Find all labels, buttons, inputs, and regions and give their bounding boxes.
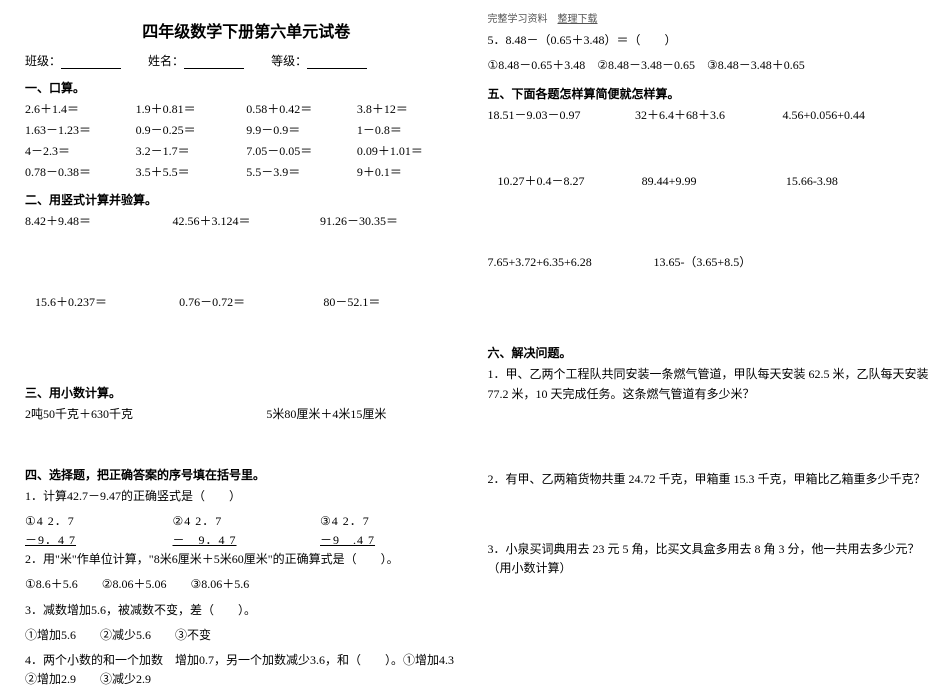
vertical-calc-row: 15.6＋0.237＝ 0.76－0.72＝ 80－52.1＝ <box>25 293 468 311</box>
math-cell: 1.9＋0.81＝ <box>136 100 247 118</box>
math-cell: 3.8＋12＝ <box>357 100 468 118</box>
math-cell: 15.6＋0.237＝ <box>35 293 179 311</box>
top-bar: 完整学习资料 整理下载 <box>488 10 931 25</box>
section-3-heading: 三、用小数计算。 <box>25 384 468 401</box>
math-cell: 18.51－9.03－0.97 <box>488 106 636 124</box>
vertical-options-row: －9．4 7 － 9．4 7 －9 .4 7 <box>25 531 468 548</box>
option-cell: ②4 2．7 <box>173 512 321 529</box>
word-problem-2: 2．有甲、乙两箱货物共重 24.72 千克，甲箱重 15.3 千克，甲箱比乙箱重… <box>488 470 931 489</box>
work-space <box>25 314 468 374</box>
math-cell: 5.5－3.9＝ <box>246 163 357 181</box>
math-cell: 42.56＋3.124＝ <box>173 212 321 230</box>
math-cell: 0.09＋1.01＝ <box>357 142 468 160</box>
option-cell: －9．4 7 <box>25 531 173 548</box>
math-cell: 1－0.8＝ <box>357 121 468 139</box>
math-cell: 80－52.1＝ <box>323 293 467 311</box>
question-3-options: ①增加5.6 ②减少5.6 ③不变 <box>25 626 468 645</box>
name-label: 姓名： <box>148 54 184 68</box>
work-space <box>488 127 931 172</box>
section-2-heading: 二、用竖式计算并验算。 <box>25 191 468 208</box>
math-cell: 89.44+9.99 <box>642 172 786 190</box>
question-5-line1: 5．8.48－（0.65＋3.48）＝（ ） <box>488 31 931 50</box>
math-cell: 32＋6.4＋68＋3.6 <box>635 106 783 124</box>
mental-math-row: 1.63－1.23＝ 0.9－0.25＝ 9.9－0.9＝ 1－0.8＝ <box>25 121 468 139</box>
word-problem-1: 1．甲、乙两个工程队共同安装一条燃气管道，甲队每天安装 62.5 米，乙队每天安… <box>488 365 931 403</box>
mental-math-row: 4－2.3＝ 3.2－1.7＝ 7.05－0.05＝ 0.09＋1.01＝ <box>25 142 468 160</box>
section-6-heading: 六、解决问题。 <box>488 344 931 361</box>
math-cell: 1.63－1.23＝ <box>25 121 136 139</box>
option-cell: ①4 2．7 <box>25 512 173 529</box>
class-blank <box>61 55 121 69</box>
student-info-line: 班级： 姓名： 等级： <box>25 52 468 69</box>
exam-title: 四年级数学下册第六单元试卷 <box>25 18 468 42</box>
math-cell: 8.42＋9.48＝ <box>25 212 173 230</box>
name-blank <box>184 55 244 69</box>
work-space <box>488 410 931 470</box>
option-cell: －9 .4 7 <box>320 531 468 548</box>
math-cell: 10.27＋0.4－8.27 <box>498 172 642 190</box>
math-cell: 4.56+0.056+0.44 <box>783 106 931 124</box>
left-column: 四年级数学下册第六单元试卷 班级： 姓名： 等级： 一、口算。 2.6＋1.4＝… <box>0 0 483 668</box>
work-space <box>488 495 931 540</box>
question-2: 2．用"米"作单位计算，"8米6厘米＋5米60厘米"的正确算式是（ ）。 <box>25 550 468 569</box>
decimal-calc-row: 2吨50千克＋630千克 5米80厘米＋4米15厘米 <box>25 405 468 423</box>
section-4-heading: 四、选择题，把正确答案的序号填在括号里。 <box>25 466 468 483</box>
math-cell: 3.2－1.7＝ <box>136 142 247 160</box>
section-5-heading: 五、下面各题怎样算简便就怎样算。 <box>488 85 931 102</box>
math-cell: 0.9－0.25＝ <box>136 121 247 139</box>
simplify-row: 7.65+3.72+6.35+6.28 13.65-（3.65+8.5） <box>488 253 931 271</box>
math-cell: 2吨50千克＋630千克 <box>25 405 266 423</box>
math-cell: 7.65+3.72+6.35+6.28 <box>488 253 654 271</box>
math-cell: 91.26－30.35＝ <box>320 212 468 230</box>
math-cell: 5米80厘米＋4米15厘米 <box>266 405 467 423</box>
math-cell: 13.65-（3.65+8.5） <box>653 253 791 271</box>
question-4: 4．两个小数的和一个加数 增加0.7，另一个加数减少3.6，和（ ）。①增加4.… <box>25 651 468 689</box>
section-1-heading: 一、口算。 <box>25 79 468 96</box>
math-cell: 4－2.3＝ <box>25 142 136 160</box>
math-cell: 7.05－0.05＝ <box>246 142 357 160</box>
work-space <box>488 274 931 334</box>
work-space <box>488 193 931 253</box>
topbar-text: 完整学习资料 <box>488 14 548 25</box>
grade-label: 等级： <box>271 54 307 68</box>
work-space <box>25 233 468 293</box>
right-column: 完整学习资料 整理下载 5．8.48－（0.65＋3.48）＝（ ） ①8.48… <box>483 0 945 668</box>
question-5-line2: ①8.48－0.65＋3.48 ②8.48－3.48－0.65 ③8.48－3.… <box>488 56 931 75</box>
math-cell: 9＋0.1＝ <box>357 163 468 181</box>
vertical-calc-row: 8.42＋9.48＝ 42.56＋3.124＝ 91.26－30.35＝ <box>25 212 468 230</box>
topbar-link: 整理下载 <box>558 14 598 25</box>
question-2-options: ①8.6＋5.6 ②8.06＋5.06 ③8.06＋5.6 <box>25 575 468 594</box>
math-cell: 9.9－0.9＝ <box>246 121 357 139</box>
option-cell: － 9．4 7 <box>173 531 321 548</box>
work-space <box>25 426 468 456</box>
option-cell: ③4 2．7 <box>320 512 468 529</box>
word-problem-3: 3．小泉买词典用去 23 元 5 角，比买文具盒多用去 8 角 3 分，他一共用… <box>488 540 931 578</box>
math-cell: 15.66-3.98 <box>786 172 930 190</box>
math-cell: 3.5＋5.5＝ <box>136 163 247 181</box>
simplify-row: 10.27＋0.4－8.27 89.44+9.99 15.66-3.98 <box>488 172 931 190</box>
math-cell: 0.78－0.38＝ <box>25 163 136 181</box>
vertical-options-row: ①4 2．7 ②4 2．7 ③4 2．7 <box>25 512 468 529</box>
question-1: 1．计算42.7－9.47的正确竖式是（ ） <box>25 487 468 506</box>
math-cell: 0.58＋0.42＝ <box>246 100 357 118</box>
grade-blank <box>307 55 367 69</box>
class-label: 班级： <box>25 54 61 68</box>
mental-math-row: 0.78－0.38＝ 3.5＋5.5＝ 5.5－3.9＝ 9＋0.1＝ <box>25 163 468 181</box>
simplify-row: 18.51－9.03－0.97 32＋6.4＋68＋3.6 4.56+0.056… <box>488 106 931 124</box>
math-cell: 2.6＋1.4＝ <box>25 100 136 118</box>
math-cell: 0.76－0.72＝ <box>179 293 323 311</box>
math-cell <box>792 253 930 271</box>
mental-math-row: 2.6＋1.4＝ 1.9＋0.81＝ 0.58＋0.42＝ 3.8＋12＝ <box>25 100 468 118</box>
question-3: 3．减数增加5.6，被减数不变，差（ ）。 <box>25 601 468 620</box>
